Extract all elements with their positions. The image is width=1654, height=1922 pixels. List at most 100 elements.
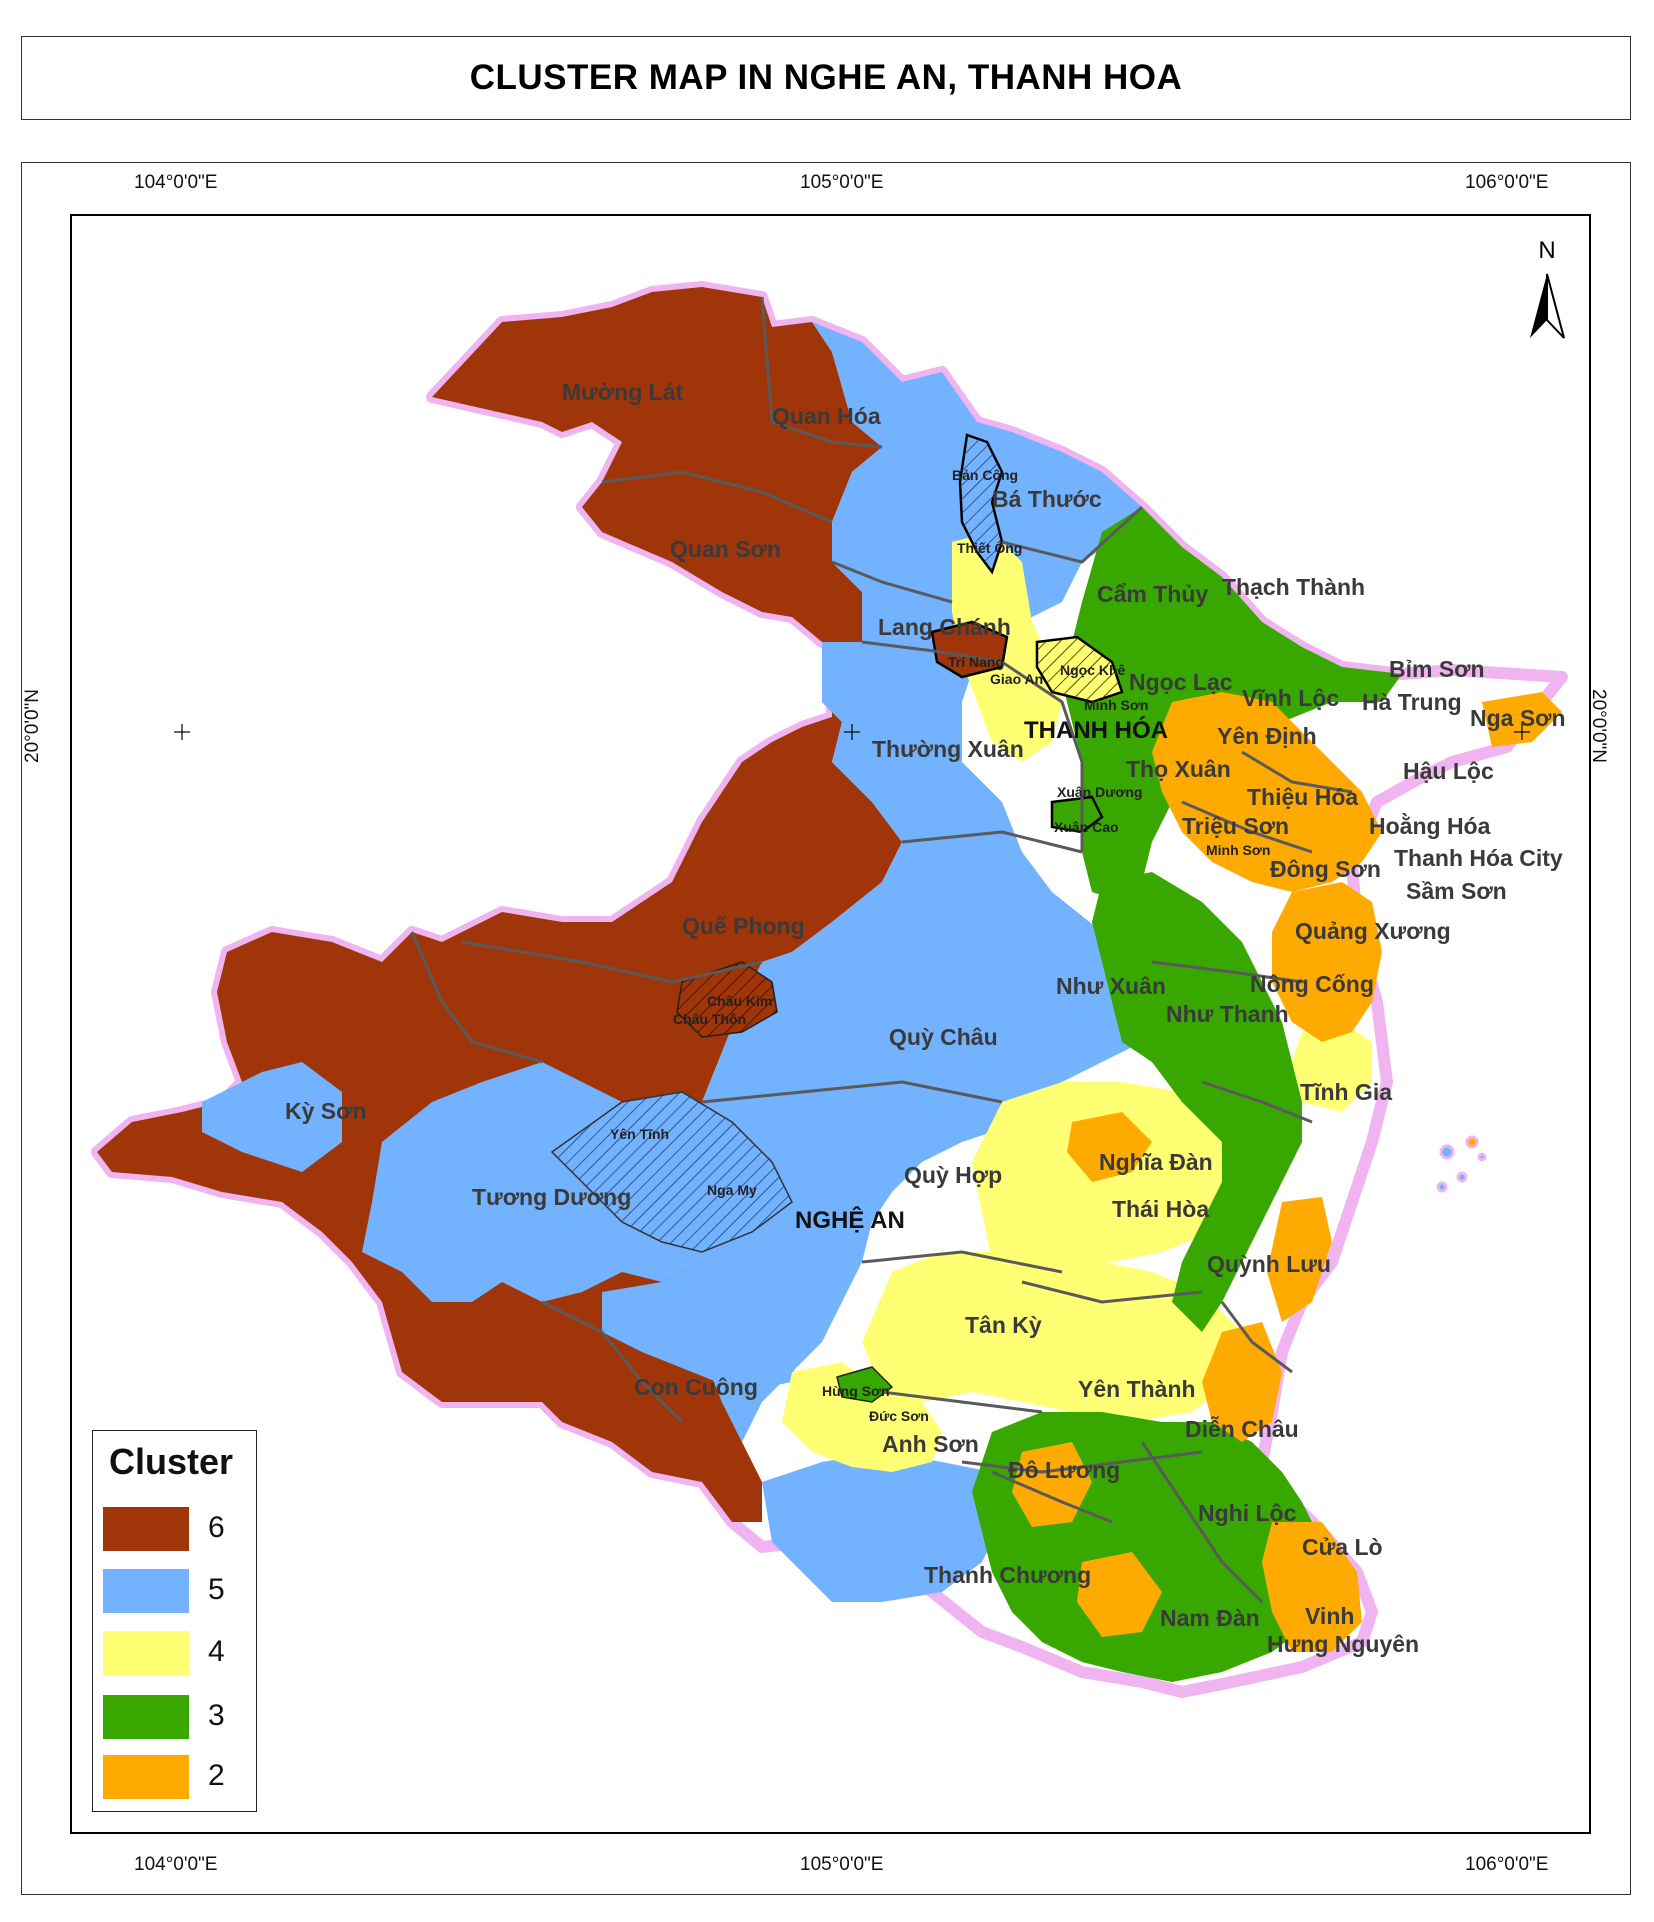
legend-swatch-5 bbox=[103, 1569, 189, 1613]
legend-swatch-3 bbox=[103, 1695, 189, 1739]
legend: Cluster 6 5 4 3 2 bbox=[92, 1430, 257, 1812]
label-tuong-duong: Tương Dương bbox=[472, 1184, 631, 1210]
label-nhu-xuan: Như Xuân bbox=[1056, 973, 1166, 999]
north-arrow-right-half bbox=[1546, 273, 1565, 339]
legend-item-2: 2 bbox=[103, 1755, 253, 1799]
cluster2-thieuhoa bbox=[1152, 692, 1382, 892]
coord-bottom-105: 105°0'0"E bbox=[800, 1854, 884, 1875]
legend-swatch-6 bbox=[103, 1507, 189, 1551]
map-title: CLUSTER MAP IN NGHE AN, THANH HOA bbox=[469, 58, 1183, 97]
cluster2-nghiadan bbox=[1067, 1112, 1152, 1182]
cluster6-west bbox=[97, 287, 902, 1522]
district-borders bbox=[410, 296, 1353, 1604]
yen-tinh-commune-lines bbox=[552, 1092, 792, 1252]
label-nga-son: Nga Sơn bbox=[1470, 705, 1566, 731]
cluster2-vinh bbox=[1262, 1522, 1362, 1652]
label-xuan-cao: Xuân Cao bbox=[1054, 819, 1119, 835]
ngoc-khe-commune-lines bbox=[1037, 637, 1122, 702]
legend-item-4: 4 bbox=[103, 1631, 253, 1675]
legend-item-5: 5 bbox=[103, 1569, 253, 1613]
coord-bottom-104: 104°0'0"E bbox=[134, 1854, 218, 1875]
label-ha-trung: Hà Trung bbox=[1362, 689, 1462, 715]
district-labels: Mường Lát Quan Hóa Quan Sơn Bá Thước Cẩm… bbox=[285, 379, 1566, 1657]
label-ky-son: Kỳ Sơn bbox=[285, 1098, 367, 1124]
north-label: N bbox=[1538, 237, 1555, 264]
legend-item-6: 6 bbox=[103, 1507, 253, 1551]
label-thiet-ong: Thiết Ống bbox=[957, 539, 1022, 556]
label-nga-my: Nga My bbox=[707, 1182, 757, 1198]
legend-label-5: 5 bbox=[208, 1573, 225, 1606]
cluster2-quangxuong bbox=[1272, 882, 1382, 1042]
legend-swatch-2 bbox=[103, 1755, 189, 1799]
legend-label-2: 2 bbox=[208, 1759, 225, 1792]
map-svg: Mường Lát Quan Hóa Quan Sơn Bá Thước Cẩm… bbox=[91, 281, 1568, 1698]
chau-kim-commune-lines bbox=[677, 962, 777, 1037]
coord-top-105: 105°0'0"E bbox=[800, 172, 884, 193]
label-province-nghe-an: NGHỆ AN bbox=[795, 1206, 905, 1234]
label-trieu-son: Triệu Sơn bbox=[1182, 813, 1289, 839]
label-tri-nang: Trí Nang bbox=[948, 654, 1004, 670]
label-minh-son-1: Minh Sơn bbox=[1084, 697, 1148, 713]
label-quy-hop: Quỳ Hợp bbox=[904, 1162, 1002, 1188]
hatch-ba-thuoc-communes-lines bbox=[960, 435, 1002, 572]
label-cua-lo: Cửa Lò bbox=[1302, 1534, 1383, 1560]
label-nghi-loc: Nghi Lộc bbox=[1198, 1500, 1297, 1526]
label-hau-loc: Hậu Lộc bbox=[1403, 758, 1494, 784]
label-ngoc-lac: Ngọc Lạc bbox=[1129, 669, 1233, 695]
island bbox=[1465, 1135, 1479, 1149]
label-thieu-hoa: Thiệu Hóa bbox=[1247, 784, 1358, 810]
label-que-phong: Quế Phong bbox=[682, 913, 805, 939]
north-arrow: N bbox=[1522, 236, 1572, 346]
cluster2-dienchau bbox=[1202, 1322, 1282, 1442]
label-do-luong: Đô Lương bbox=[1008, 1457, 1120, 1483]
cluster2-quynhluu bbox=[1267, 1197, 1332, 1322]
label-sam-son: Sầm Sơn bbox=[1406, 878, 1507, 904]
label-yen-dinh: Yên Định bbox=[1217, 723, 1317, 749]
label-bim-son: Bỉm Sơn bbox=[1389, 656, 1485, 682]
label-lang-chanh: Lang Chánh bbox=[878, 614, 1011, 640]
cluster4-bathuoc bbox=[952, 532, 1062, 762]
label-thai-hoa: Thái Hòa bbox=[1112, 1196, 1209, 1222]
coord-top-104: 104°0'0"E bbox=[134, 172, 218, 193]
coord-top-106: 106°0'0"E bbox=[1465, 172, 1549, 193]
label-dong-son: Đông Sơn bbox=[1270, 856, 1381, 882]
label-nam-dan: Nam Đàn bbox=[1160, 1605, 1260, 1631]
legend-label-3: 3 bbox=[208, 1699, 225, 1732]
map-outer-frame bbox=[21, 162, 1631, 1895]
label-chau-thon: Châu Thôn bbox=[673, 1011, 746, 1027]
map-frame: Mường Lát Quan Hóa Quan Sơn Bá Thước Cẩm… bbox=[70, 214, 1591, 1834]
label-con-cuong: Con Cuông bbox=[634, 1374, 758, 1400]
label-hung-son: Hùng Sơn bbox=[822, 1383, 890, 1399]
label-hoang-hoa: Hoằng Hóa bbox=[1369, 812, 1491, 839]
island bbox=[1439, 1144, 1455, 1160]
label-ban-cong: Bản Công bbox=[952, 467, 1018, 483]
commune-labels: Bản Công Thiết Ống Trí Nang Giao An Ngọc… bbox=[610, 467, 1270, 1424]
label-yen-thanh: Yên Thành bbox=[1078, 1376, 1196, 1402]
north-arrow-left-half bbox=[1530, 274, 1547, 338]
label-muong-lat: Mường Lát bbox=[562, 379, 683, 405]
label-giao-an: Giao An bbox=[990, 671, 1043, 687]
map-region bbox=[91, 281, 1568, 1698]
label-thanh-hoa-city: Thanh Hóa City bbox=[1394, 845, 1563, 871]
tri-nang-commune bbox=[930, 620, 1009, 679]
island bbox=[1436, 1181, 1448, 1193]
label-province-thanh-hoa: THANH HÓA bbox=[1024, 716, 1168, 744]
label-quan-hoa: Quan Hóa bbox=[772, 403, 881, 429]
label-ba-thuoc: Bá Thước bbox=[992, 486, 1102, 512]
cluster3-east-mid bbox=[1092, 872, 1302, 1332]
label-nong-cong: Nông Cống bbox=[1250, 971, 1374, 997]
cluster4-tanky bbox=[862, 1252, 1242, 1422]
label-dien-chau: Diễn Châu bbox=[1185, 1415, 1299, 1442]
legend-title: Cluster bbox=[109, 1441, 234, 1482]
label-vinh: Vinh bbox=[1305, 1603, 1354, 1629]
cluster2-ngason bbox=[1482, 692, 1562, 747]
label-quynh-luu: Quỳnh Lưu bbox=[1207, 1251, 1331, 1277]
label-hung-nguyen: Hưng Nguyên bbox=[1267, 1631, 1419, 1657]
coord-bottom-106: 106°0'0"E bbox=[1465, 1854, 1549, 1875]
label-tinh-gia: Tĩnh Gia bbox=[1300, 1079, 1392, 1105]
label-minh-son-2: Minh Sơn bbox=[1206, 842, 1270, 858]
legend-swatch-4 bbox=[103, 1631, 189, 1675]
cluster4-anhson bbox=[782, 1362, 942, 1472]
map-title-box: CLUSTER MAP IN NGHE AN, THANH HOA bbox=[21, 36, 1631, 120]
label-quan-son: Quan Sơn bbox=[670, 536, 781, 562]
